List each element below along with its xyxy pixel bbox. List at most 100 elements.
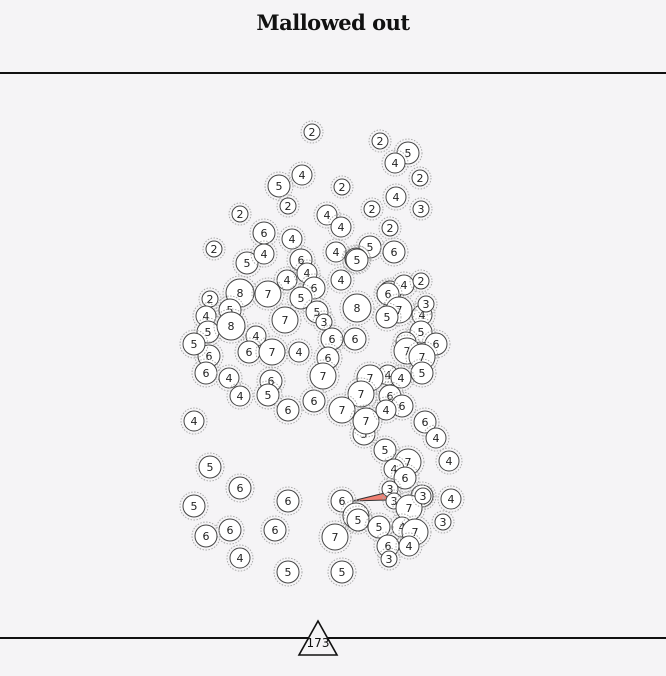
mallow[interactable]: 4	[327, 213, 355, 241]
mallow-body[interactable]	[194, 524, 218, 548]
mallow[interactable]: 5	[407, 358, 437, 388]
mallow[interactable]: 3	[431, 510, 455, 534]
mallow-body[interactable]	[434, 513, 452, 531]
mallow-body[interactable]	[347, 380, 375, 408]
mallow-body[interactable]	[411, 169, 429, 187]
mallow[interactable]: 4	[226, 382, 254, 410]
mallow-body[interactable]	[253, 243, 275, 265]
mallow[interactable]: 2	[368, 129, 392, 153]
mallow[interactable]: 2	[360, 197, 384, 221]
mallow-body[interactable]	[330, 560, 354, 584]
mallow-body[interactable]	[302, 389, 326, 413]
mallow[interactable]: 5	[253, 380, 283, 410]
mallow[interactable]: 8	[213, 308, 249, 344]
mallow[interactable]: 4	[387, 364, 415, 392]
mallow-body[interactable]	[276, 269, 298, 291]
mallow[interactable]: 6	[390, 463, 420, 493]
mallow[interactable]: 7	[344, 377, 378, 411]
mallow-body[interactable]	[228, 476, 252, 500]
mallow-body[interactable]	[371, 132, 389, 150]
mallow[interactable]: 6	[387, 391, 417, 421]
mallow[interactable]: 6	[340, 324, 370, 354]
mallow[interactable]: 4	[327, 266, 355, 294]
mallow[interactable]: 7	[251, 277, 285, 311]
mallow-body[interactable]	[412, 200, 430, 218]
mallow[interactable]: 4	[372, 396, 400, 424]
mallow[interactable]: 5	[327, 557, 357, 587]
mallow-body[interactable]	[345, 248, 369, 272]
mallow[interactable]: 7	[268, 303, 302, 337]
mallow[interactable]: 6	[379, 237, 409, 267]
mallow-body[interactable]	[381, 219, 399, 237]
mallow[interactable]: 5	[232, 248, 262, 278]
mallow-body[interactable]	[229, 547, 251, 569]
mallow[interactable]: 2	[300, 120, 324, 144]
mallow-body[interactable]	[410, 361, 434, 385]
mallow[interactable]: 4	[278, 225, 306, 253]
mallow[interactable]: 6	[299, 386, 329, 416]
mallow-body[interactable]	[398, 535, 420, 557]
mallow-body[interactable]	[254, 280, 282, 308]
mallow[interactable]: 7	[255, 335, 289, 369]
mallow[interactable]: 6	[191, 358, 221, 388]
mallow[interactable]: 5	[264, 171, 294, 201]
mallow-body[interactable]	[414, 487, 432, 505]
mallow[interactable]: 4	[313, 201, 341, 229]
mallow-body[interactable]	[393, 466, 417, 490]
mallow-body[interactable]	[183, 410, 205, 432]
mallow-body[interactable]	[182, 332, 206, 356]
mallow[interactable]: 5	[343, 505, 373, 535]
mallow[interactable]: 2	[409, 269, 433, 293]
mallow-body[interactable]	[412, 272, 430, 290]
mallow-body[interactable]	[316, 204, 338, 226]
mallow-body[interactable]	[330, 216, 352, 238]
mallow-body[interactable]	[182, 494, 206, 518]
mallow[interactable]: 2	[276, 194, 300, 218]
mallow-body[interactable]	[363, 200, 381, 218]
mallow[interactable]: 6	[191, 521, 221, 551]
mallow[interactable]: 7	[325, 393, 359, 427]
mallow[interactable]: 4	[395, 532, 423, 560]
mallow[interactable]: 4	[382, 183, 410, 211]
mallow[interactable]: 5	[286, 283, 316, 313]
mallow-body[interactable]	[309, 362, 337, 390]
mallow[interactable]: 5	[406, 317, 436, 347]
mallow-body[interactable]	[256, 383, 280, 407]
mallow[interactable]: 5	[195, 452, 225, 482]
mallow-body[interactable]	[231, 205, 249, 223]
mallow[interactable]: 5	[179, 491, 209, 521]
mallow[interactable]: 6	[273, 486, 303, 516]
mallow[interactable]: 5	[179, 329, 209, 359]
mallow-body[interactable]	[384, 152, 406, 174]
mallow-body[interactable]	[425, 427, 447, 449]
mallow[interactable]: 4	[250, 240, 278, 268]
mallow-body[interactable]	[258, 338, 286, 366]
mallow-body[interactable]	[263, 518, 287, 542]
mallow-body[interactable]	[413, 410, 437, 434]
mallow-body[interactable]	[346, 508, 370, 532]
mallow[interactable]: 4	[288, 161, 316, 189]
mallow[interactable]: 4	[180, 407, 208, 435]
mallow-body[interactable]	[440, 488, 462, 510]
mallow[interactable]: 6	[215, 515, 245, 545]
mallow-body[interactable]	[198, 455, 222, 479]
mallow[interactable]: 6	[410, 407, 440, 437]
mallow[interactable]: 4	[381, 149, 409, 177]
mallow-body[interactable]	[333, 178, 351, 196]
mallow-body[interactable]	[385, 186, 407, 208]
mallow[interactable]: 4	[226, 544, 254, 572]
mallow[interactable]: 8	[339, 290, 375, 326]
mallow-body[interactable]	[321, 523, 349, 551]
mallow-body[interactable]	[409, 320, 433, 344]
mallow-body[interactable]	[229, 385, 251, 407]
mallow-body[interactable]	[380, 550, 398, 568]
mallow[interactable]: 7	[306, 359, 340, 393]
mallow[interactable]: 6	[273, 395, 303, 425]
mallow-body[interactable]	[375, 305, 399, 329]
mallow[interactable]: 3	[414, 292, 438, 316]
mallow-body[interactable]	[276, 560, 300, 584]
mallow[interactable]: 3	[411, 484, 435, 508]
mallow-layer[interactable]: 2254245222442432264545456654464642872555…	[179, 120, 465, 587]
mallow-body[interactable]	[276, 398, 300, 422]
mallow[interactable]: 3	[409, 197, 433, 221]
